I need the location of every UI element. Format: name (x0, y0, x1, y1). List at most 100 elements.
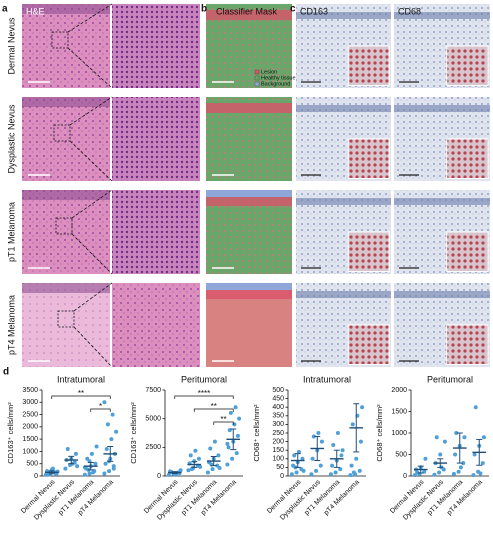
data-point (438, 452, 443, 457)
significance-label: * (99, 402, 102, 411)
y-tick-label: 0 (280, 473, 284, 480)
column-header: CD68 (398, 6, 421, 16)
row-label: pT4 Melanoma (6, 295, 16, 355)
data-point (186, 468, 191, 473)
data-point (103, 461, 108, 466)
ihc-inset (446, 324, 489, 365)
zoom-line (67, 3, 113, 33)
significance-bracket (51, 395, 111, 399)
inset-box (53, 124, 71, 142)
data-point (462, 435, 467, 440)
data-point (301, 468, 306, 473)
data-point (351, 470, 356, 475)
data-point (102, 471, 107, 476)
data-point (87, 471, 92, 476)
x-tick-label: pT4 Melanoma (323, 479, 361, 517)
chart-title: Peritumoral (181, 374, 227, 384)
ihc-inset (347, 138, 390, 179)
ihc-surface (296, 198, 391, 205)
ihc-inset (446, 45, 489, 86)
y-tick-label: 50 (276, 464, 284, 471)
data-point (189, 467, 194, 472)
mask-background (206, 190, 292, 197)
data-point (198, 464, 203, 469)
data-point (188, 453, 193, 458)
data-point (228, 410, 233, 415)
data-point (107, 469, 112, 474)
legend-label: Background (261, 81, 290, 87)
y-tick-label: 2000 (391, 387, 407, 394)
data-point (461, 461, 466, 466)
data-point (292, 453, 297, 458)
y-tick-label: 450 (272, 395, 284, 402)
data-point (348, 473, 353, 478)
he-overview (22, 4, 110, 88)
epidermis (22, 97, 110, 107)
data-point (354, 456, 359, 461)
panel-label: c (290, 4, 296, 15)
y-tick-label: 350 (272, 413, 284, 420)
panel-label: b (201, 4, 207, 15)
mask-lesion (206, 289, 292, 299)
ihc-inset (347, 45, 390, 86)
ihc-surface (296, 105, 391, 112)
he-zoom (112, 190, 200, 274)
y-tick-label: 3500 (22, 387, 38, 394)
chart-title: Peritumoral (427, 374, 473, 384)
zoom-line (73, 326, 113, 368)
y-axis-label: CD163⁺ cells/mm² (129, 402, 138, 464)
zoom-line (73, 282, 113, 312)
legend-swatch (254, 75, 260, 81)
significance-bracket (90, 408, 111, 412)
y-tick-label: 3000 (22, 399, 38, 406)
data-point (226, 445, 231, 450)
data-point (442, 439, 447, 444)
data-point (423, 456, 428, 461)
legend-swatch (254, 81, 260, 87)
x-tick-label: Dermal Nevus (266, 478, 303, 515)
significance-bracket (213, 421, 234, 425)
data-point (104, 446, 109, 451)
data-point (415, 470, 420, 475)
data-point (166, 472, 171, 477)
row-label: pT1 Melanoma (6, 202, 16, 262)
y-tick-label: 150 (272, 447, 284, 454)
y-tick-label: 250 (272, 430, 284, 437)
data-point (233, 405, 238, 410)
ihc-inset (347, 324, 390, 365)
y-tick-label: 200 (272, 438, 284, 445)
data-point (335, 431, 340, 435)
data-point (210, 467, 215, 472)
inset-box (57, 310, 75, 328)
chart-title: Intratumoral (303, 374, 351, 384)
data-point (237, 416, 242, 421)
x-tick-label: Dermal Nevus (20, 478, 57, 515)
data-point (296, 449, 301, 454)
column-header: CD163 (300, 6, 328, 16)
ihc-surface (296, 291, 391, 298)
y-tick-label: 1500 (22, 436, 38, 443)
he-zoom (112, 97, 200, 181)
data-point (454, 431, 459, 435)
data-point (328, 472, 333, 477)
significance-bracket (193, 408, 234, 412)
y-tick-label: 0 (34, 473, 38, 480)
inset-box (51, 31, 69, 49)
he-overview (22, 97, 110, 181)
data-point (338, 467, 343, 472)
data-point (63, 466, 68, 471)
data-point (73, 451, 78, 456)
y-tick-label: 1000 (391, 430, 407, 437)
data-point (230, 456, 235, 461)
data-point (451, 471, 456, 476)
column-header: Classifier Mask (216, 6, 278, 16)
data-point (91, 470, 96, 475)
he-zoom (112, 283, 200, 367)
y-tick-label: 5000 (145, 416, 161, 423)
x-tick-label: Dermal Nevus (389, 478, 426, 515)
he-zoom (112, 4, 200, 88)
data-point (300, 456, 305, 461)
data-point (111, 464, 116, 469)
